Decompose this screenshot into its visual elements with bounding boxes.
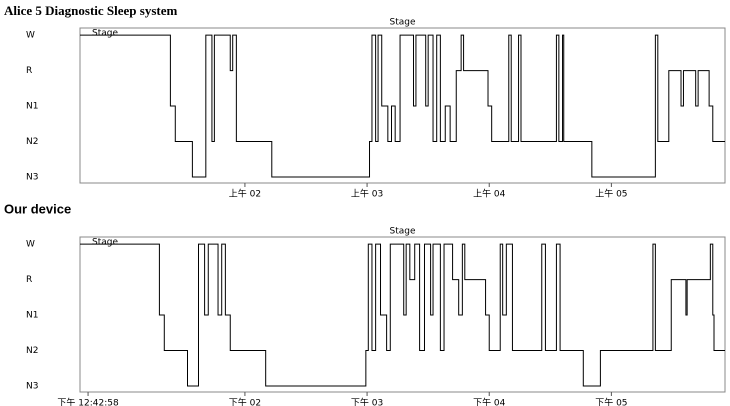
stage-line [80, 243, 725, 387]
y-tick-label: R [26, 66, 32, 76]
x-tick-label: 上午 04 [473, 188, 506, 200]
chart-title: Stage [389, 18, 415, 28]
y-tick-label: W [26, 31, 35, 41]
x-tick-label: 下午 03 [351, 397, 383, 406]
x-tick-label: 下午 05 [595, 397, 627, 406]
panel-heading: Our device [4, 201, 71, 216]
y-tick-label: N1 [26, 102, 38, 112]
plot-frame [79, 236, 726, 393]
y-tick-label: N2 [26, 346, 38, 356]
legend-label: Stage [92, 238, 118, 248]
x-tick-label: 上午 03 [351, 188, 383, 200]
panel-heading: Alice 5 Diagnostic Sleep system [4, 3, 177, 18]
x-tick-label: 下午 02 [229, 397, 261, 406]
y-tick-label: N3 [26, 381, 38, 391]
y-tick-label: N2 [26, 137, 38, 147]
y-tick-label: N1 [26, 311, 38, 321]
legend-label: Stage [92, 29, 118, 39]
x-tick-label: 上午 05 [595, 188, 627, 200]
y-tick-label: W [26, 240, 35, 250]
stage-line [80, 34, 725, 178]
y-tick-label: N3 [26, 172, 38, 182]
x-tick-label: 下午 04 [473, 397, 506, 406]
x-tick-label: 下午 12:42:58 [57, 397, 119, 406]
x-tick-label: 上午 02 [229, 188, 261, 200]
y-tick-label: R [26, 275, 32, 285]
chart-title: Stage [389, 227, 415, 237]
plot-frame [79, 27, 726, 184]
